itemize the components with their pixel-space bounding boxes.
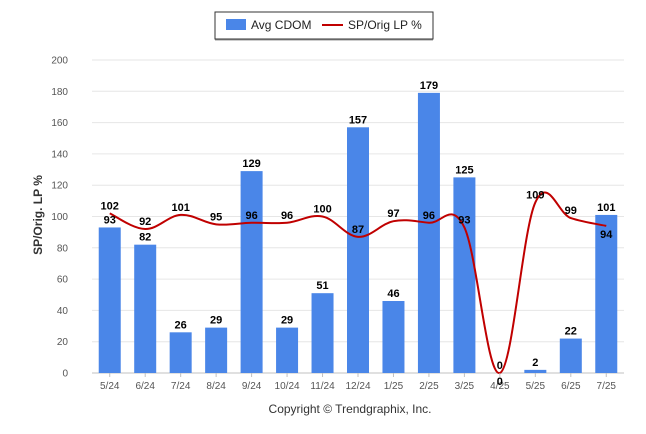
- bar-series: [98, 92, 618, 374]
- x-tick-10-24: 10/24: [275, 381, 300, 392]
- bar-1-25: [382, 301, 405, 373]
- data-label-avg-cdom-2-25: 179: [420, 80, 438, 92]
- y-tick-20: 20: [57, 337, 69, 348]
- data-label-avg-cdom-12-24: 157: [349, 114, 367, 126]
- bar-3-25: [453, 177, 476, 373]
- data-label-sp-orig-lp-3-25: 93: [458, 214, 470, 226]
- y-tick-140: 140: [51, 149, 68, 160]
- x-tick-6-24: 6/24: [135, 381, 155, 392]
- x-tick-7-24: 7/24: [171, 381, 191, 392]
- x-tick-11-24: 11/24: [310, 381, 335, 392]
- bar-7-25: [595, 214, 618, 373]
- bar-6-24: [134, 244, 157, 373]
- y-tick-40: 40: [57, 306, 69, 317]
- data-label-sp-orig-lp-9-24: 96: [245, 210, 257, 222]
- bar-6-25: [559, 338, 582, 373]
- bar-2-25: [417, 92, 440, 374]
- data-label-avg-cdom-7-24: 26: [175, 319, 187, 331]
- data-label-avg-cdom-4-25: 0: [497, 360, 503, 372]
- x-tick-labels: 5/24 6/24 7/24 8/24 9/24 10/24 11/24 12/24 1/25 2…: [100, 373, 616, 392]
- x-tick-6-25: 6/25: [561, 381, 581, 392]
- bar-5-25: [524, 369, 547, 373]
- data-label-sp-orig-lp-7-25: 94: [600, 229, 613, 241]
- x-tick-5-24: 5/24: [100, 381, 120, 392]
- data-label-sp-orig-lp-6-24: 92: [139, 216, 151, 228]
- bar-11-24: [311, 293, 334, 373]
- data-label-sp-orig-lp-11-24: 100: [313, 204, 331, 216]
- data-label-sp-orig-lp-10-24: 96: [281, 210, 293, 222]
- data-label-avg-cdom-7-25: 101: [597, 202, 615, 214]
- y-tick-200: 200: [51, 56, 68, 67]
- x-tick-3-25: 3/25: [455, 381, 475, 392]
- data-label-sp-orig-lp-12-24: 87: [352, 224, 364, 236]
- bar-5-24: [98, 227, 121, 373]
- x-tick-8-24: 8/24: [206, 381, 226, 392]
- x-tick-12-24: 12/24: [345, 381, 370, 392]
- data-label-avg-cdom-6-24: 82: [139, 232, 151, 244]
- bar-12-24: [347, 127, 369, 373]
- bar-7-24: [169, 332, 192, 373]
- data-label-avg-cdom-6-25: 22: [565, 326, 577, 338]
- data-label-sp-orig-lp-5-24: 102: [101, 200, 119, 212]
- legend-label-avg-cdom: Avg CDOM: [251, 18, 311, 32]
- data-label-avg-cdom-8-24: 29: [210, 315, 222, 327]
- data-label-sp-orig-lp-7-24: 101: [171, 202, 189, 214]
- y-tick-100: 100: [51, 212, 68, 223]
- y-tick-80: 80: [57, 243, 69, 254]
- data-label-avg-cdom-11-24: 51: [316, 280, 328, 292]
- x-tick-1-25: 1/25: [384, 381, 404, 392]
- y-tick-0: 0: [62, 369, 68, 380]
- data-label-sp-orig-lp-4-25: 0: [497, 376, 503, 388]
- x-tick-9-24: 9/24: [242, 381, 262, 392]
- legend-label-sp-orig-lp: SP/Orig LP %: [348, 18, 422, 32]
- data-label-sp-orig-lp-5-25: 109: [526, 189, 544, 201]
- x-tick-2-25: 2/25: [419, 381, 439, 392]
- bar-8-24: [205, 327, 228, 373]
- data-label-sp-orig-lp-6-25: 99: [565, 205, 577, 217]
- data-label-sp-orig-lp-2-25: 96: [423, 210, 435, 222]
- data-label-avg-cdom-5-24: 93: [104, 214, 116, 226]
- x-tick-4-25: 4/25: [490, 381, 510, 392]
- data-label-sp-orig-lp-1-25: 97: [387, 208, 399, 220]
- y-tick-60: 60: [57, 275, 69, 286]
- y-tick-labels: 0 20 40 60 80 100 120 140 160 180 200: [51, 56, 68, 380]
- y-tick-120: 120: [51, 181, 68, 192]
- data-label-avg-cdom-3-25: 125: [455, 164, 473, 176]
- bar-10-24: [276, 327, 299, 373]
- sp-orig-lp-line: [109, 191, 607, 375]
- copyright-footer: Copyright © Trendgraphix, Inc.: [269, 402, 432, 416]
- x-tick-7-25: 7/25: [597, 381, 617, 392]
- x-tick-5-25: 5/25: [526, 381, 546, 392]
- data-labels: 93 102 82 92 26 101 29 95 129 96 29 96 51 100 157 87 46 9…: [101, 80, 616, 388]
- data-label-avg-cdom-5-25: 2: [532, 357, 538, 369]
- line-series: [109, 191, 607, 375]
- bar-9-24: [240, 171, 263, 373]
- data-label-avg-cdom-10-24: 29: [281, 315, 293, 327]
- data-label-avg-cdom-1-25: 46: [387, 288, 399, 300]
- legend: Avg CDOM SP/Orig LP %: [214, 11, 434, 41]
- y-tick-160: 160: [51, 118, 68, 129]
- data-label-sp-orig-lp-8-24: 95: [210, 211, 222, 223]
- y-tick-180: 180: [51, 87, 68, 98]
- y-axis-title: SP/Orig. LP %: [31, 175, 45, 255]
- legend-swatch-avg-cdom: [226, 19, 246, 30]
- data-label-avg-cdom-9-24: 129: [242, 158, 260, 170]
